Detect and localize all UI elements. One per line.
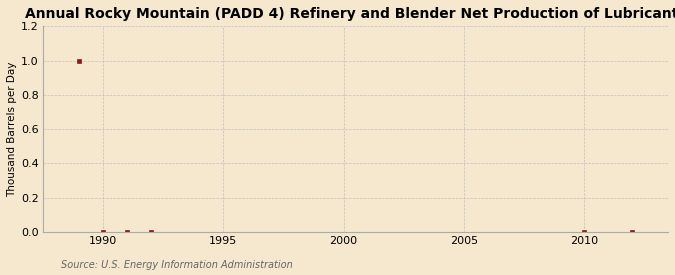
Y-axis label: Thousand Barrels per Day: Thousand Barrels per Day [7,61,17,197]
Text: Source: U.S. Energy Information Administration: Source: U.S. Energy Information Administ… [61,260,292,270]
Title: Annual Rocky Mountain (PADD 4) Refinery and Blender Net Production of Lubricants: Annual Rocky Mountain (PADD 4) Refinery … [25,7,675,21]
